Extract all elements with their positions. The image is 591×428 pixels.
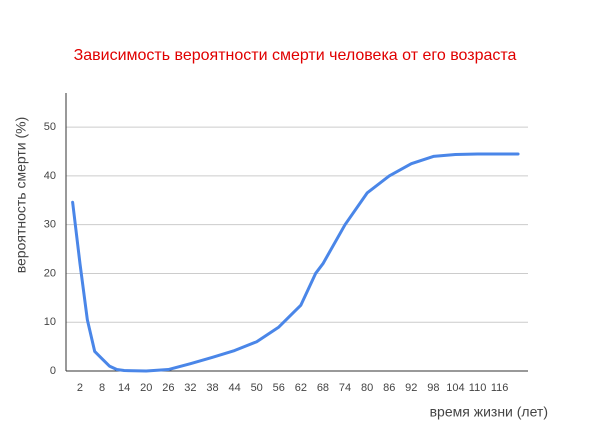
chart-title: Зависимость вероятности смерти человека … bbox=[74, 47, 517, 64]
data-line bbox=[71, 152, 520, 373]
x-tick-label: 32 bbox=[184, 382, 196, 394]
x-tick-label: 2 bbox=[77, 382, 83, 394]
x-tick-label: 56 bbox=[273, 382, 285, 394]
x-tick-label: 68 bbox=[317, 382, 329, 394]
x-tick-label: 80 bbox=[361, 382, 373, 394]
y-tick-label: 40 bbox=[44, 170, 56, 182]
x-axis-title: время жизни (лет) bbox=[430, 404, 548, 420]
x-tick-label: 26 bbox=[162, 382, 174, 394]
y-tick-label: 30 bbox=[44, 219, 56, 231]
y-tick-label: 0 bbox=[50, 365, 56, 377]
y-tick-label: 50 bbox=[44, 121, 56, 133]
x-tick-label: 44 bbox=[228, 382, 240, 394]
x-tick-label: 8 bbox=[99, 382, 105, 394]
x-tick-label: 14 bbox=[118, 382, 130, 394]
x-tick-label: 92 bbox=[405, 382, 417, 394]
x-tick-label: 86 bbox=[383, 382, 395, 394]
x-tick-label: 98 bbox=[427, 382, 439, 394]
y-axis-title: вероятность смерти (%) bbox=[13, 117, 29, 274]
x-tick-label: 116 bbox=[491, 382, 509, 394]
y-tick-label: 20 bbox=[44, 267, 56, 279]
x-tick-label: 62 bbox=[295, 382, 307, 394]
x-tick-label: 74 bbox=[339, 382, 351, 394]
x-tick-label: 50 bbox=[251, 382, 263, 394]
x-tick-label: 104 bbox=[446, 382, 464, 394]
y-tick-label: 10 bbox=[44, 316, 56, 328]
x-tick-label: 20 bbox=[140, 382, 152, 394]
x-tick-label: 38 bbox=[206, 382, 218, 394]
x-tick-label: 110 bbox=[469, 382, 487, 394]
